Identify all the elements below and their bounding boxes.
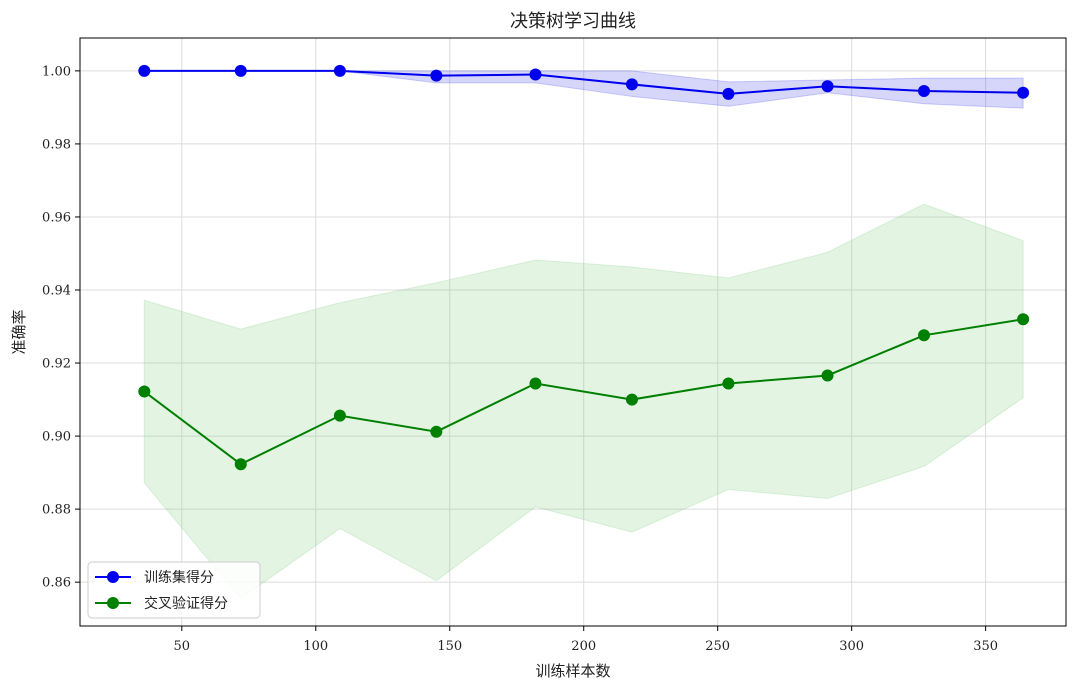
series-2-point (333, 409, 346, 422)
series-1-point (1017, 86, 1030, 99)
series-2-point (138, 385, 151, 398)
series-1-point (529, 68, 542, 81)
y-tick-label: 0.88 (42, 503, 71, 518)
y-tick-label: 1.00 (42, 64, 71, 79)
y-tick-label: 0.92 (42, 357, 71, 372)
series-1-point (917, 84, 930, 97)
y-tick-label: 0.96 (42, 210, 71, 225)
series-1-line (144, 69, 1024, 95)
y-tick-label: 0.90 (42, 430, 71, 445)
series-2-point (821, 369, 834, 382)
series-points (138, 64, 1030, 471)
x-tick-label: 200 (571, 639, 596, 654)
series-2-point (234, 458, 247, 471)
legend-label: 训练集得分 (144, 569, 214, 586)
series-2-confidence-band (143, 203, 1024, 600)
x-tick-label: 100 (303, 639, 328, 654)
y-axis-title: 准确率 (10, 309, 28, 354)
x-tick-label: 350 (973, 639, 998, 654)
series-1-point (333, 64, 346, 77)
series-2-point (917, 329, 930, 342)
series-2-point (430, 425, 443, 438)
y-tick-label: 0.98 (42, 137, 71, 152)
plot-frame (79, 37, 1067, 627)
series-2-point (529, 377, 542, 390)
legend-label: 交叉验证得分 (144, 595, 228, 612)
series-1-point (821, 80, 834, 93)
legend-marker (107, 597, 119, 609)
chart-title: 决策树学习曲线 (510, 11, 636, 32)
x-tick-label: 50 (174, 639, 191, 654)
series-1-point (430, 69, 443, 82)
series-lines (143, 69, 1024, 466)
series-1-point (234, 64, 247, 77)
x-tick-label: 150 (437, 639, 462, 654)
series-2-line (143, 318, 1024, 466)
y-tick-label: 0.94 (42, 284, 71, 299)
x-axis-title: 训练样本数 (535, 662, 610, 680)
series-1-point (625, 78, 638, 91)
axis-ticks: 50 100 150 200 250 300 350 0.86 0.88 0.90 0.92 0.94… (42, 64, 998, 654)
series-2-point (625, 393, 638, 406)
y-tick-label: 0.86 (42, 576, 71, 591)
series-1-point (138, 64, 151, 77)
x-tick-label: 300 (839, 639, 864, 654)
series-2-point (722, 377, 735, 390)
x-tick-label: 250 (705, 639, 730, 654)
series-2-point (1017, 313, 1030, 326)
legend-marker (107, 571, 119, 583)
series-1-point (722, 87, 735, 100)
